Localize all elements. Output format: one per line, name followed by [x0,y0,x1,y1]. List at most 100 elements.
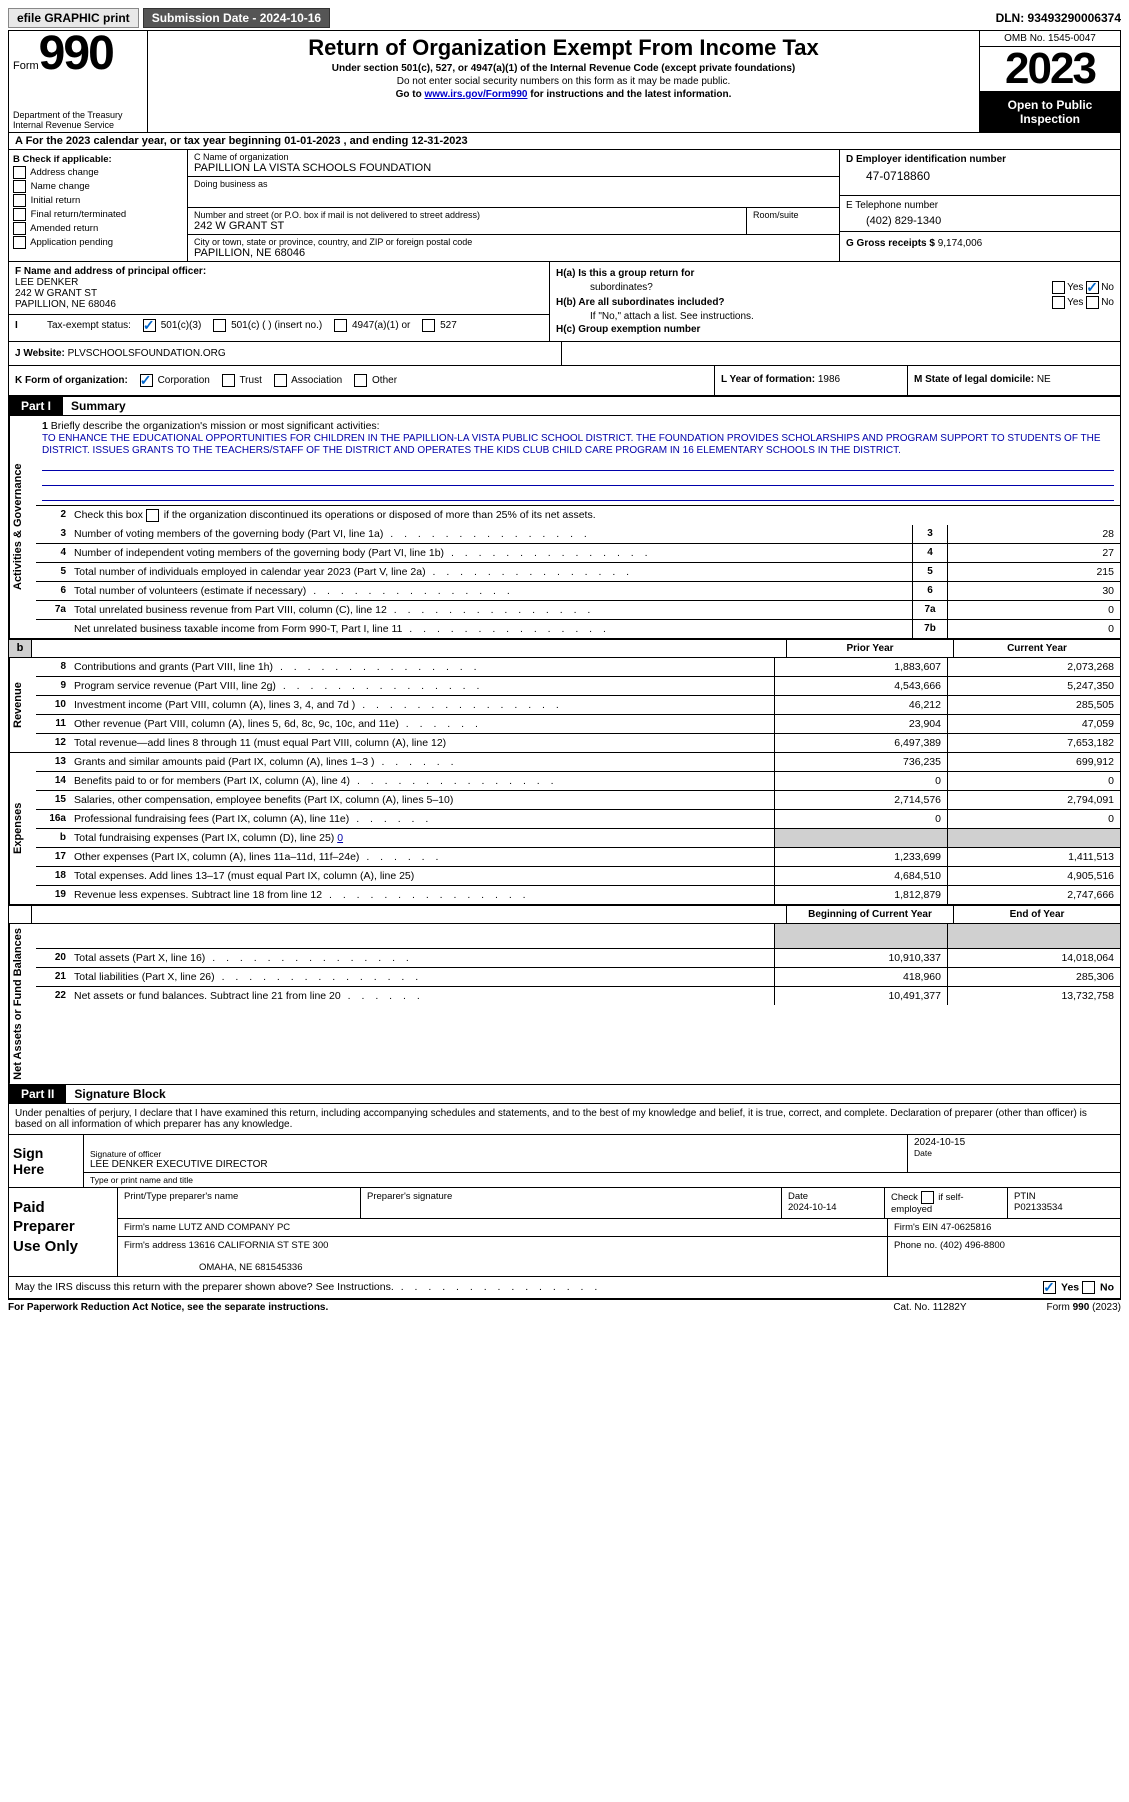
tax-year: 2023 [980,47,1120,92]
hb-label: H(b) Are all subordinates included? [556,297,725,308]
b-item-4: Amended return [30,223,98,234]
l10: Investment income (Part VIII, column (A)… [70,696,774,714]
cb-hb-no[interactable] [1086,296,1099,309]
cb-final[interactable] [13,208,26,221]
i-o1: 501(c)(3) [161,320,202,331]
j-val: PLVSCHOOLSFOUNDATION.ORG [68,348,226,359]
use-label: Use Only [13,1237,113,1257]
sig-date-label: Date [914,1148,1114,1158]
hb-no: No [1101,297,1114,308]
form-number: 990 [39,35,113,73]
section-b: B Check if applicable: Address change Na… [9,150,188,261]
e-label: E Telephone number [846,200,1114,211]
ch-prior: Prior Year [786,640,953,657]
cb-pending[interactable] [13,236,26,249]
k-label: K Form of organization: [15,375,128,386]
subtitle-2: Do not enter social security numbers on … [156,76,971,87]
cb-other[interactable] [354,374,367,387]
cb-4947[interactable] [334,319,347,332]
cb-discuss-yes[interactable] [1043,1281,1056,1294]
d-label: D Employer identification number [846,154,1114,165]
cb-501c[interactable] [213,319,226,332]
h-note: If "No," attach a list. See instructions… [590,311,754,322]
c11: 47,059 [947,715,1120,733]
hc-label: H(c) Group exemption number [556,324,700,335]
ha2-label: subordinates? [590,282,653,293]
m-val: NE [1037,374,1051,385]
cb-name[interactable] [13,180,26,193]
ha-label: H(a) Is this a group return for [556,268,694,279]
prep-sig-label: Preparer's signature [361,1188,782,1218]
c18: 4,905,516 [947,867,1120,885]
cb-ha-yes[interactable] [1052,281,1065,294]
l4: Number of independent voting members of … [70,544,912,562]
dba-label: Doing business as [194,179,833,189]
cb-ha-no[interactable] [1086,281,1099,294]
cb-amended[interactable] [13,222,26,235]
form-label: Form [13,60,39,72]
submission-btn[interactable]: Submission Date - 2024-10-16 [143,8,330,28]
cb-discuss-no[interactable] [1082,1281,1095,1294]
c9: 5,247,350 [947,677,1120,695]
vert-rev: Revenue [9,658,36,752]
vert-exp: Expenses [9,753,36,904]
part1-label: Part I [9,397,63,415]
ch-eoy: End of Year [953,906,1120,923]
open-public-1: Open to Public [984,98,1116,112]
p11: 23,904 [774,715,947,733]
cb-address[interactable] [13,166,26,179]
cb-501c3[interactable] [143,319,156,332]
cb-corp[interactable] [140,374,153,387]
c13: 699,912 [947,753,1120,771]
l13: Grants and similar amounts paid (Part IX… [70,753,774,771]
p15: 2,714,576 [774,791,947,809]
cb-initial[interactable] [13,194,26,207]
line-a: A For the 2023 calendar year, or tax yea… [9,133,1120,150]
firm-addr-label: Firm's address [124,1240,189,1251]
i-label: Tax-exempt status: [47,320,131,331]
f-name: LEE DENKER [15,277,78,288]
cb-trust[interactable] [222,374,235,387]
l3: Number of voting members of the governin… [70,525,912,543]
l20: Total assets (Part X, line 16) [70,949,774,967]
footer-mid: Cat. No. 11282Y [893,1302,966,1313]
l2-text: Check this box if the organization disco… [74,509,596,521]
k-o4: Other [372,375,397,386]
cb-assoc[interactable] [274,374,287,387]
section-c: C Name of organization PAPILLION LA VIST… [188,150,840,261]
l-val: 1986 [818,374,840,385]
hb-yes: Yes [1067,297,1083,308]
b-label: B Check if applicable: [13,154,183,165]
l14: Benefits paid to or for members (Part IX… [70,772,774,790]
prep-date-val: 2024-10-14 [788,1202,878,1213]
prep-name-label: Print/Type preparer's name [118,1188,361,1218]
l1-label: Briefly describe the organization's miss… [51,420,380,432]
i-o3: 4947(a)(1) or [352,320,410,331]
cb-se[interactable] [921,1191,934,1204]
f-label: F Name and address of principal officer: [15,266,206,277]
goto-link[interactable]: www.irs.gov/Form990 [424,89,527,100]
p21: 418,960 [774,968,947,986]
firm-addr2: OMAHA, NE 681545336 [199,1262,303,1273]
l22: Net assets or fund balances. Subtract li… [70,987,774,1005]
discuss-no: No [1100,1281,1114,1293]
p9: 4,543,666 [774,677,947,695]
org-name: PAPILLION LA VISTA SCHOOLS FOUNDATION [194,162,833,174]
ein-val: 47-0718860 [846,165,1114,191]
l16a: Professional fundraising fees (Part IX, … [70,810,774,828]
part2-title: Signature Block [66,1085,173,1103]
cb-hb-yes[interactable] [1052,296,1065,309]
street-val: 242 W GRANT ST [194,220,740,232]
part2-label: Part II [9,1085,66,1103]
p12: 6,497,389 [774,734,947,752]
cb-l2[interactable] [146,509,159,522]
cb-527[interactable] [422,319,435,332]
firm-label: Firm's name [124,1222,179,1233]
efile-btn[interactable]: efile GRAPHIC print [8,8,139,28]
b-item-5: Application pending [30,237,113,248]
l7a: Total unrelated business revenue from Pa… [70,601,912,619]
i-o2: 501(c) ( ) (insert no.) [231,320,322,331]
vert-net: Net Assets or Fund Balances [9,924,36,1084]
v4: 27 [947,544,1120,562]
firm-ein-val: 47-0625816 [941,1222,992,1233]
